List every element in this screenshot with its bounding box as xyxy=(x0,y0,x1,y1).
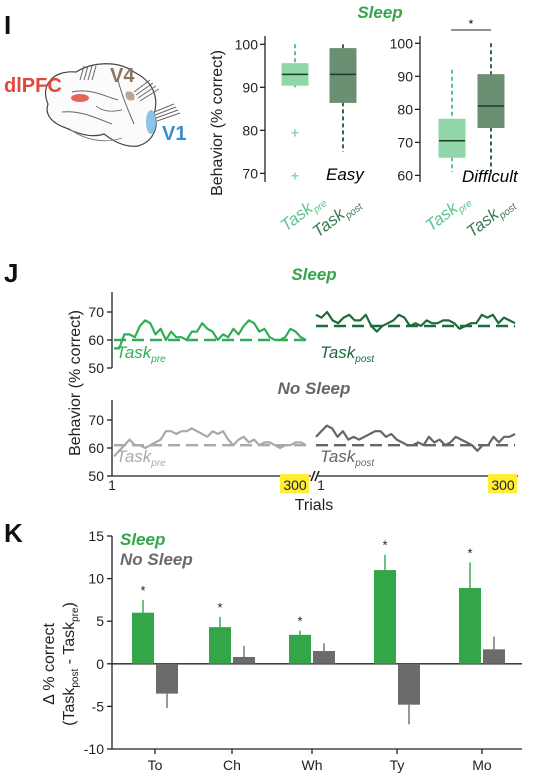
sleep-title: Sleep xyxy=(291,265,336,284)
k-y-tick-label: -10 xyxy=(84,741,104,757)
nosleep-y-tick-label: 60 xyxy=(88,440,104,456)
panel-j-xlabel: Trials xyxy=(295,497,334,514)
sleep-post-label: Taskpost xyxy=(320,343,375,365)
legend-nosleep: No Sleep xyxy=(120,550,193,569)
k-significance-star: * xyxy=(217,600,222,615)
x-tick-300-right: 300 xyxy=(491,477,515,493)
nosleep-y-tick-label: 50 xyxy=(88,468,104,484)
k-bar-sleep xyxy=(289,634,311,664)
macaque-brain-icon xyxy=(45,63,181,147)
easy-box xyxy=(329,48,357,103)
nosleep-title: No Sleep xyxy=(278,379,351,398)
sleep-trace-pre xyxy=(114,319,307,350)
x-tick-1-left: 1 xyxy=(108,477,116,493)
k-bar-nosleep xyxy=(313,651,335,664)
difficult-box xyxy=(438,118,466,158)
panel-i-ylabel: Behavior (% correct) xyxy=(209,50,226,196)
difficult-y-tick-label: 60 xyxy=(397,167,413,183)
sleep-pre-label: Taskpre xyxy=(116,343,166,365)
k-significance-star: * xyxy=(140,583,145,598)
difficult-post-label: Taskpost xyxy=(463,192,520,243)
k-bar-sleep xyxy=(132,612,154,664)
difficult-box xyxy=(477,74,505,129)
easy-outlier: + xyxy=(291,168,299,184)
nosleep-trace-plot: 50 60 70 xyxy=(88,400,518,484)
k-bar-sleep xyxy=(459,587,481,664)
panel-i-title: Sleep xyxy=(357,3,402,22)
k-y-tick-label: 15 xyxy=(88,528,104,544)
k-y-tick-label: 10 xyxy=(88,571,104,587)
sleep-y-tick-label: 50 xyxy=(88,360,104,376)
nosleep-y-tick-label: 70 xyxy=(88,412,104,428)
k-bar-sleep xyxy=(374,570,396,664)
k-significance-star: * xyxy=(467,545,472,560)
k-bar-nosleep xyxy=(156,663,178,694)
panel-j-ylabel: Behavior (% correct) xyxy=(67,310,84,456)
easy-post-label: Taskpost xyxy=(309,192,366,243)
k-significance-star: * xyxy=(297,614,302,629)
k-y-tick-label: 0 xyxy=(96,656,104,672)
k-category-label: Ty xyxy=(390,757,405,773)
k-bar-nosleep xyxy=(483,649,505,664)
sleep-y-tick-label: 60 xyxy=(88,332,104,348)
significance-star-i: * xyxy=(469,17,474,31)
k-category-label: To xyxy=(148,757,163,773)
panel-letter-i: I xyxy=(4,10,11,40)
panel-letter-j: J xyxy=(4,258,18,288)
k-y-tick-label: 5 xyxy=(96,613,104,629)
nosleep-axis-break-1 xyxy=(310,470,316,482)
panel-k-ylabel-bottom: (Taskpost - Taskpre) xyxy=(61,602,81,726)
easy-label: Easy xyxy=(326,165,365,184)
nosleep-pre-label: Taskpre xyxy=(116,447,166,469)
difficult-y-tick-label: 90 xyxy=(397,68,413,84)
panel-k-bar-chart: -10 -5 0 5 10 15 * To * Ch * Wh * Ty * Mo xyxy=(84,528,522,773)
easy-outlier: + xyxy=(291,125,299,141)
sleep-y-tick-label: 70 xyxy=(88,304,104,320)
sleep-trace-post xyxy=(315,310,516,333)
panel-k-ylabel-top: Δ % correct xyxy=(41,623,58,705)
difficult-y-tick-label: 100 xyxy=(390,35,414,51)
easy-y-tick-label: 80 xyxy=(242,122,258,138)
v1-label: V1 xyxy=(162,123,186,145)
difficult-label: Difficult xyxy=(462,167,519,186)
k-y-tick-label: -5 xyxy=(92,698,105,714)
highlight-300-right xyxy=(488,474,517,493)
k-category-label: Wh xyxy=(302,757,323,773)
easy-y-tick-label: 90 xyxy=(242,79,258,95)
easy-y-tick-label: 70 xyxy=(242,165,258,181)
nosleep-trace-pre xyxy=(113,427,307,458)
k-category-label: Ch xyxy=(223,757,241,773)
highlight-300-left xyxy=(280,474,309,493)
difficult-boxplot: 60 70 80 90 100 xyxy=(390,35,505,183)
k-bar-nosleep xyxy=(398,663,420,705)
x-tick-1-right: 1 xyxy=(317,477,325,493)
dlpfc-label: dlPFC xyxy=(4,75,62,97)
easy-y-tick-label: 100 xyxy=(235,36,259,52)
k-category-label: Mo xyxy=(472,757,492,773)
legend-sleep: Sleep xyxy=(120,530,165,549)
v4-label: V4 xyxy=(110,65,135,87)
easy-boxplot: 70 80 90 100 + + xyxy=(235,36,357,184)
sleep-trace-plot: 50 60 70 xyxy=(88,292,516,376)
x-tick-300-left: 300 xyxy=(283,477,307,493)
k-bar-sleep xyxy=(209,627,231,664)
k-significance-star: * xyxy=(382,538,387,553)
panel-letter-k: K xyxy=(4,518,23,548)
difficult-y-tick-label: 80 xyxy=(397,101,413,117)
nosleep-post-label: Taskpost xyxy=(320,447,375,469)
nosleep-axis-break-2 xyxy=(314,470,320,482)
difficult-y-tick-label: 70 xyxy=(397,134,413,150)
k-bar-nosleep xyxy=(233,656,255,664)
